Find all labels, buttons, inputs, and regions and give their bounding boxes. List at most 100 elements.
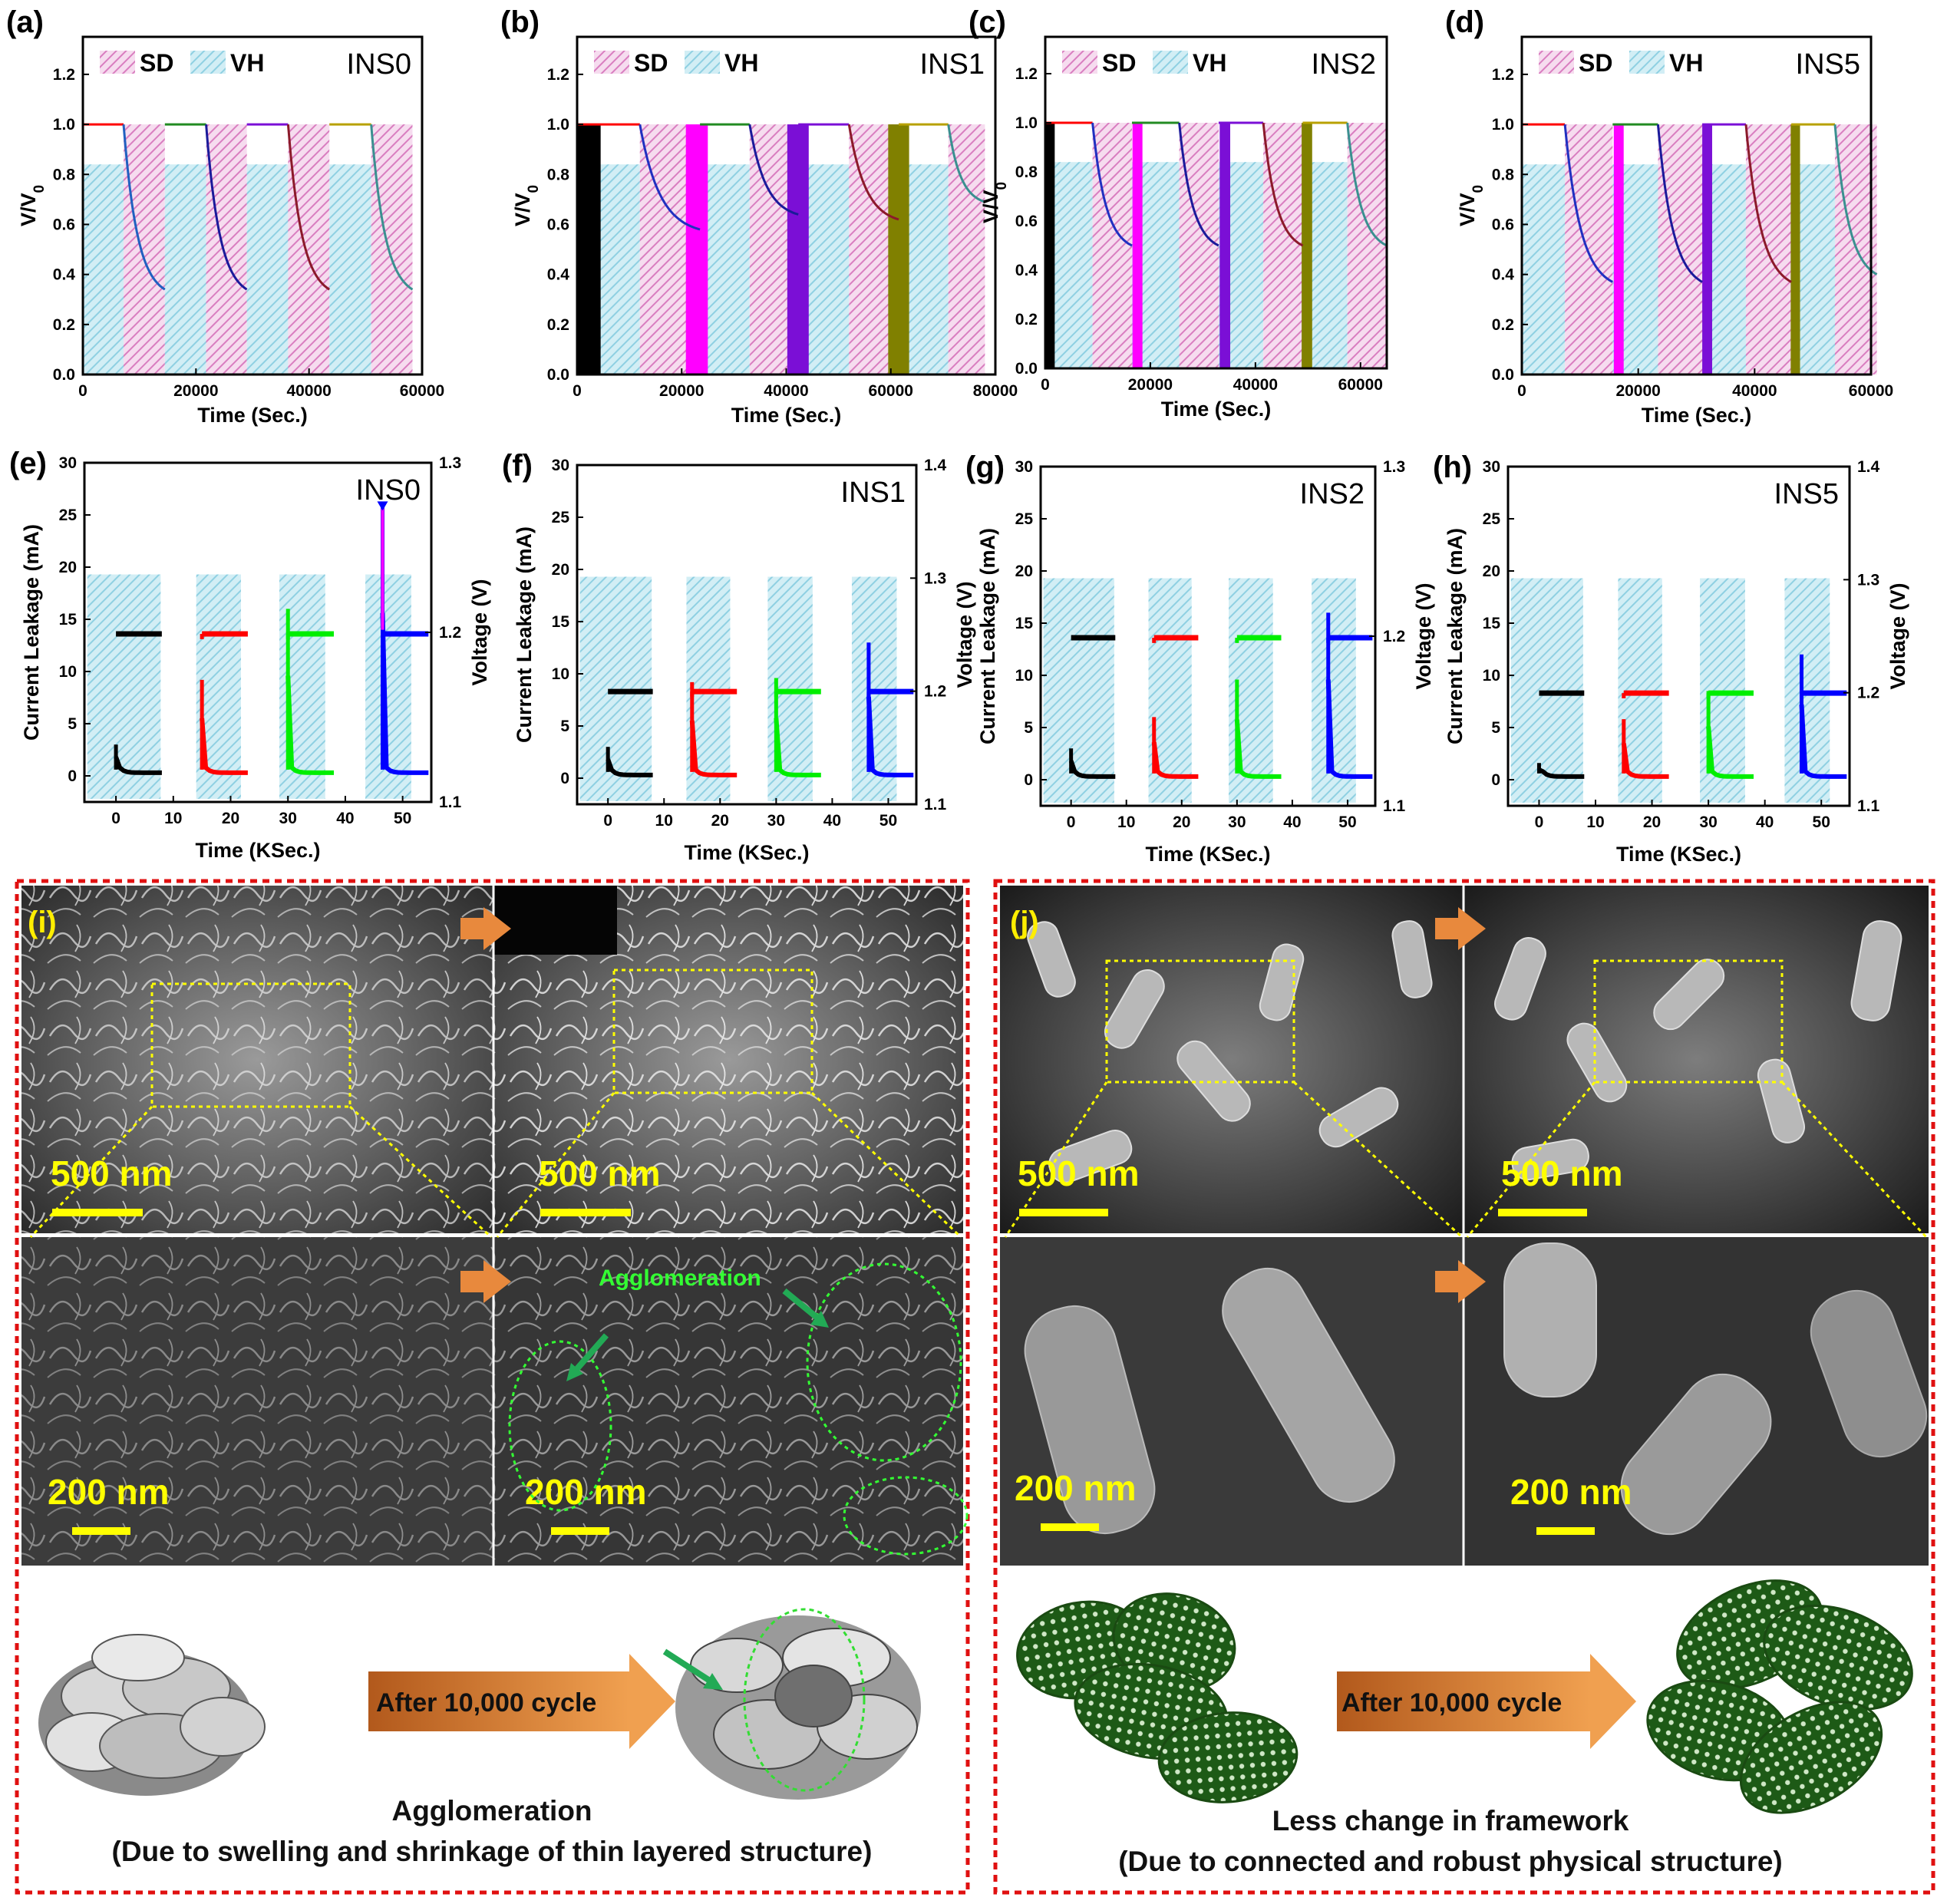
charge-bar (577, 124, 601, 375)
panel-letter: (e) (9, 447, 47, 480)
vh-region (1522, 164, 1566, 375)
scale-label-j-top-right: 500 nm (1501, 1153, 1623, 1193)
vh-region (700, 164, 750, 375)
y-axis-label: Current Leakage (mA) (976, 528, 999, 744)
top-chart-0: 0.0 0.2 0.4 0.6 0.8 1.0 1.2 0 20000 40000 60000 Tim… (6, 5, 444, 427)
plot-frame (81, 35, 424, 376)
panel-letter-j: (j) (1010, 906, 1039, 939)
x-axis-label: Time (Sec.) (197, 404, 308, 427)
after-cycle-arrow-head-icon (1590, 1654, 1636, 1749)
x-tick-label: 20000 (1128, 376, 1173, 394)
legend-label-vh: VH (230, 49, 264, 77)
y-axis-label: V/V0 (1456, 185, 1487, 226)
inset-label: INS5 (1796, 48, 1860, 81)
self-discharge-curve (947, 124, 985, 203)
x-tick-label: 20 (1643, 813, 1661, 831)
rod-framework-illustration-before (1016, 1592, 1299, 1803)
legend-label-vh: VH (724, 49, 758, 77)
y-tick-label: 30 (1015, 458, 1033, 476)
x-axis-label: Time (KSec.) (195, 839, 320, 862)
self-discharge-curve (1262, 122, 1304, 247)
sd-region (288, 124, 330, 375)
x-axis-label: Time (KSec.) (684, 841, 809, 864)
green-arrow-icon (782, 1288, 820, 1322)
y-tick-label: 0.8 (1015, 163, 1038, 181)
plot-frame (1044, 35, 1388, 370)
caption-j-line2: (Due to connected and robust physical st… (1118, 1846, 1783, 1877)
x-tick-label: 60000 (1849, 382, 1893, 400)
scale-label-i-top-right: 500 nm (539, 1153, 661, 1193)
y-tick-label: 20 (1483, 563, 1500, 580)
y-axis-label-subscript: 0 (994, 182, 1010, 190)
caption-i-line1: Agglomeration (391, 1795, 592, 1826)
y-tick-label: 1.2 (53, 66, 75, 84)
rod-framework-illustration-after (1646, 1579, 1913, 1814)
legend-label-vh: VH (1669, 49, 1703, 77)
y-tick-label: 1.2 (1492, 66, 1514, 84)
x-tick-label: 20000 (1615, 382, 1660, 400)
sd-region (1347, 123, 1387, 368)
top-chart-3: 0.0 0.2 0.4 0.6 0.8 1.0 1.2 0 20000 40000 60000 Tim… (1445, 5, 1893, 427)
y-tick-label: 20 (1015, 563, 1033, 580)
self-discharge-curve (205, 124, 248, 291)
top-row-charts: 0.0 0.2 0.4 0.6 0.8 1.0 1.2 0 20000 40000 60000 Tim… (6, 5, 1893, 427)
y2-tick-label: 1.1 (1383, 797, 1406, 815)
y-tick-label: 10 (1483, 667, 1500, 685)
y-axis-label: Current Leakage (mA) (20, 524, 43, 741)
legend-swatch-vh (1153, 51, 1188, 74)
caption-j-line1: Less change in framework (1272, 1805, 1629, 1836)
x-tick-label: 40 (336, 810, 354, 827)
x-tick-label: 10 (1586, 813, 1604, 831)
sd-region (1565, 124, 1613, 375)
x-tick-label: 60000 (400, 382, 444, 400)
y2-tick-label: 1.1 (1857, 797, 1880, 815)
leakage-trace (200, 718, 248, 775)
y-tick-label: 0 (560, 770, 569, 787)
plot-frame (576, 464, 918, 806)
legend-swatch-vh (190, 51, 226, 74)
leakage-trace (689, 720, 738, 777)
panel-letter: (c) (969, 5, 1006, 39)
scale-label-i-top-left: 500 nm (51, 1153, 173, 1193)
scale-bar-j-top-left (1019, 1209, 1108, 1216)
y-tick-label: 0.2 (53, 316, 75, 334)
y-tick-label: 15 (1483, 615, 1501, 632)
y-tick-label: 0.2 (1015, 311, 1038, 328)
leakage-trace (774, 718, 821, 777)
x-tick-label: 50 (879, 812, 897, 830)
charge-bar (1790, 124, 1800, 375)
charge-bar (1045, 123, 1055, 368)
x-axis-label: Time (Sec.) (731, 404, 842, 427)
y-tick-label: 0.0 (1492, 366, 1514, 384)
rod-particles (1024, 920, 1928, 1536)
y-tick-label: 30 (552, 457, 569, 474)
sd-region (948, 124, 985, 375)
scale-bar-i-bottom-left (72, 1527, 130, 1535)
spike-marker (377, 501, 388, 511)
y-tick-label: 0.0 (1015, 360, 1038, 378)
y-tick-label: 5 (1491, 719, 1500, 737)
x-tick-label: 10 (655, 812, 673, 830)
sem-texture-i-bottom-right (494, 1237, 963, 1566)
y2-tick-label: 1.2 (1857, 685, 1879, 702)
x-tick-label: 50 (1338, 813, 1356, 831)
x-axis-label: Time (Sec.) (1642, 404, 1752, 427)
x-tick-label: 30 (767, 812, 785, 830)
y-tick-label: 5 (68, 715, 77, 733)
y-tick-label: 0.4 (1492, 266, 1515, 284)
y-tick-label: 25 (552, 509, 570, 526)
y2-axis-label: Voltage (V) (953, 581, 976, 688)
zoom-box-j-left (1105, 959, 1295, 1084)
y-tick-label: 25 (59, 507, 78, 524)
after-cycle-arrow-body (1337, 1671, 1590, 1731)
zoom-line-3 (496, 1092, 615, 1238)
charge-bar (1219, 123, 1230, 368)
x-tick-label: 20000 (659, 382, 704, 400)
sd-region (206, 124, 247, 375)
x-tick-label: 40000 (1233, 376, 1278, 394)
plot-frame (1520, 35, 1873, 376)
charge-bar (685, 124, 708, 375)
y-tick-label: 1.2 (1015, 65, 1038, 83)
legend-swatch-sd (1539, 51, 1574, 74)
